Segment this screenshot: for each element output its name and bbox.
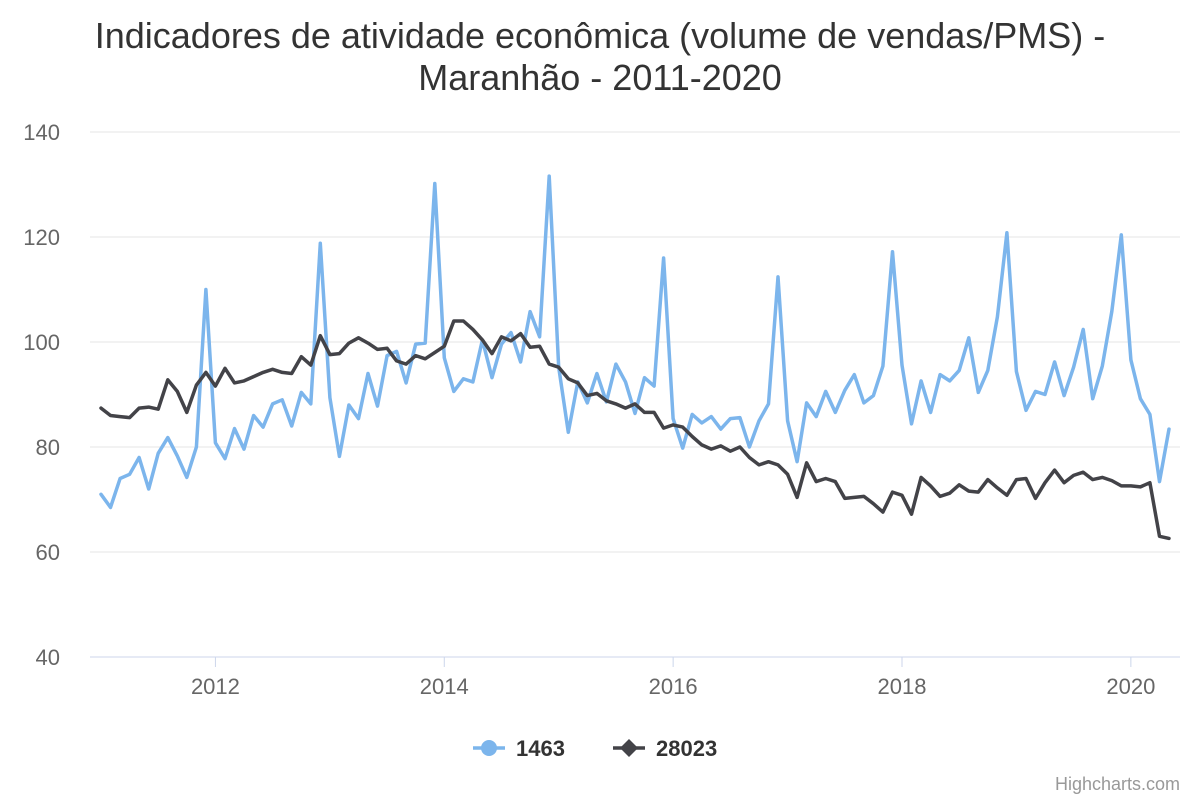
series-lines xyxy=(99,174,1171,541)
y-tick-label: 100 xyxy=(23,330,60,355)
axes: 40 60 80 100 120 140 2012 2014 2016 2018 2020 xyxy=(23,120,1180,699)
x-tick-label: 2018 xyxy=(878,674,927,699)
y-tick-label: 120 xyxy=(23,225,60,250)
x-tick-label: 2020 xyxy=(1106,674,1155,699)
y-tick-label: 80 xyxy=(36,435,60,460)
credits-link[interactable]: Highcharts.com xyxy=(1055,774,1180,794)
circle-marker-icon xyxy=(481,740,497,756)
y-tick-label: 140 xyxy=(23,120,60,145)
x-tick-label: 2012 xyxy=(191,674,240,699)
series-line-28023[interactable] xyxy=(99,319,1171,541)
chart-title-line-2: Maranhão - 2011-2020 xyxy=(418,57,782,98)
chart-title-line-1: Indicadores de atividade econômica (volu… xyxy=(95,15,1106,56)
legend-item-1463[interactable]: 1463 xyxy=(473,736,565,761)
series-line-1463[interactable] xyxy=(99,174,1171,510)
gridlines xyxy=(90,131,1180,553)
legend-label: 1463 xyxy=(516,736,565,761)
y-tick-label: 40 xyxy=(36,645,60,670)
x-tick-label: 2014 xyxy=(420,674,469,699)
x-tick-label: 2016 xyxy=(649,674,698,699)
legend-item-28023[interactable]: 28023 xyxy=(613,736,717,761)
legend-label: 28023 xyxy=(656,736,717,761)
diamond-marker-icon xyxy=(620,739,638,757)
legend[interactable]: 1463 28023 xyxy=(473,736,717,761)
y-tick-label: 60 xyxy=(36,540,60,565)
